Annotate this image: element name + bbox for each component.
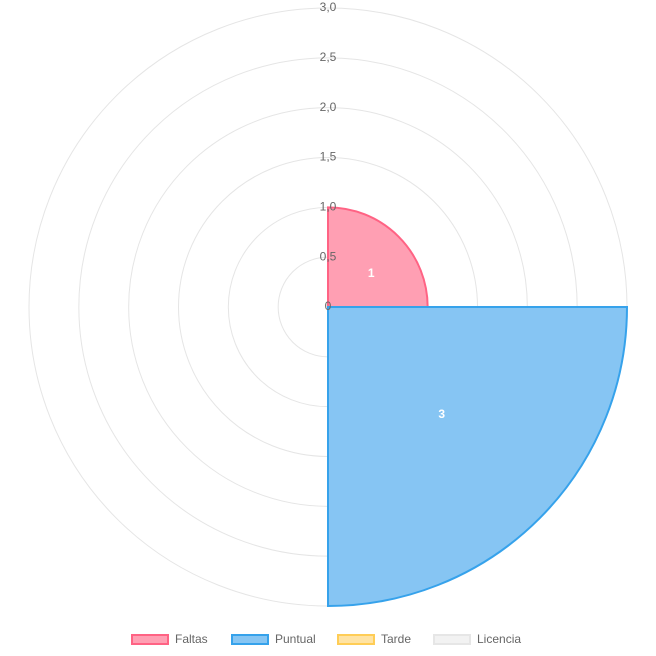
legend-swatch-licencia xyxy=(433,633,471,645)
legend-label-faltas: Faltas xyxy=(175,632,208,646)
radial-ticks: 0 0,5 1,0 1,5 2,0 2,5 3,0 xyxy=(320,0,337,313)
legend: Faltas Puntual Tarde Licencia xyxy=(0,629,656,649)
tick-label: 2,5 xyxy=(320,50,337,64)
legend-item-faltas[interactable]: Faltas xyxy=(131,629,208,649)
tick-label: 0,5 xyxy=(320,249,337,263)
tick-label: 1,5 xyxy=(320,150,337,164)
legend-swatch-tarde xyxy=(337,633,375,645)
legend-item-licencia[interactable]: Licencia xyxy=(433,629,521,649)
tick-label: 1,0 xyxy=(320,200,337,214)
tick-label: 0 xyxy=(325,299,332,313)
segment-puntual[interactable] xyxy=(327,306,629,608)
data-labels: 13 xyxy=(368,266,445,421)
segment-faltas[interactable] xyxy=(327,206,429,308)
legend-label-tarde: Tarde xyxy=(381,632,412,646)
legend-label-puntual: Puntual xyxy=(275,632,316,646)
data-label-puntual: 3 xyxy=(438,407,445,421)
tick-label: 2,0 xyxy=(320,100,337,114)
data-label-faltas: 1 xyxy=(368,266,375,280)
legend-item-puntual[interactable]: Puntual xyxy=(231,629,316,649)
tick-label: 3,0 xyxy=(320,0,337,14)
segments xyxy=(327,206,629,608)
legend-swatch-faltas xyxy=(131,633,169,645)
legend-swatch-puntual xyxy=(231,633,269,645)
legend-item-tarde[interactable]: Tarde xyxy=(337,629,411,649)
legend-label-licencia: Licencia xyxy=(477,632,522,646)
